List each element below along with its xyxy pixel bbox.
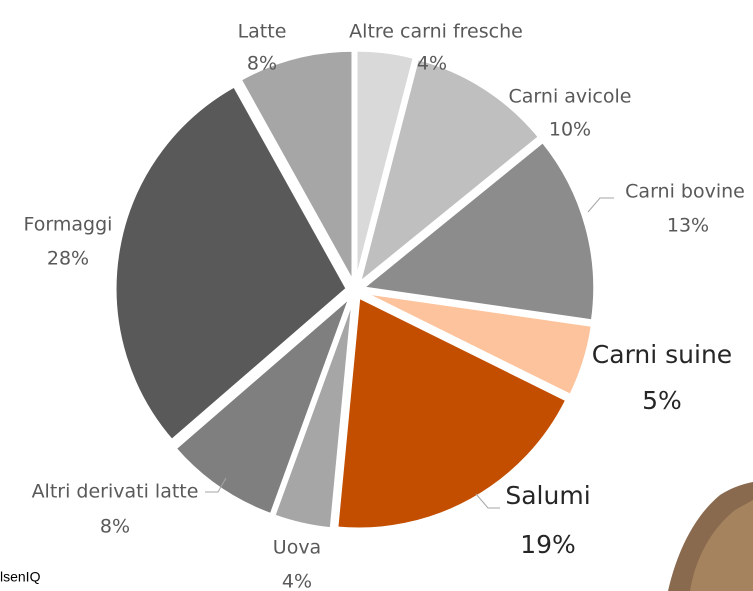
value-label: 5%	[642, 386, 682, 415]
slice-label: Latte	[238, 21, 287, 43]
source-note: lsenIQ	[0, 569, 41, 585]
value-label: 8%	[247, 53, 277, 75]
photo-decoration	[668, 482, 753, 591]
page: {"chart_data": {"type": "pie", "categori…	[0, 0, 753, 591]
chart: lsenIQ Altre carni fresche 4% Carni avicol…	[0, 0, 753, 591]
value-label: 8%	[100, 516, 130, 538]
slice-label: Formaggi	[24, 214, 113, 236]
value-label: 13%	[667, 215, 709, 237]
value-label: 4%	[417, 53, 447, 75]
slice-label: Carni suine	[592, 340, 732, 369]
slice-label: Salumi	[505, 481, 590, 510]
value-label: 28%	[47, 248, 89, 270]
slice-label: Carni bovine	[625, 181, 745, 203]
slice-label: Uova	[273, 537, 321, 559]
value-label: 10%	[549, 119, 591, 141]
slice-label: Altri derivati latte	[32, 481, 199, 503]
leader-line	[588, 198, 614, 212]
value-label: 4%	[282, 571, 312, 591]
slice-label: Carni avicole	[509, 86, 632, 108]
value-label: 19%	[520, 530, 576, 559]
slice-label: Altre carni fresche	[349, 21, 523, 43]
